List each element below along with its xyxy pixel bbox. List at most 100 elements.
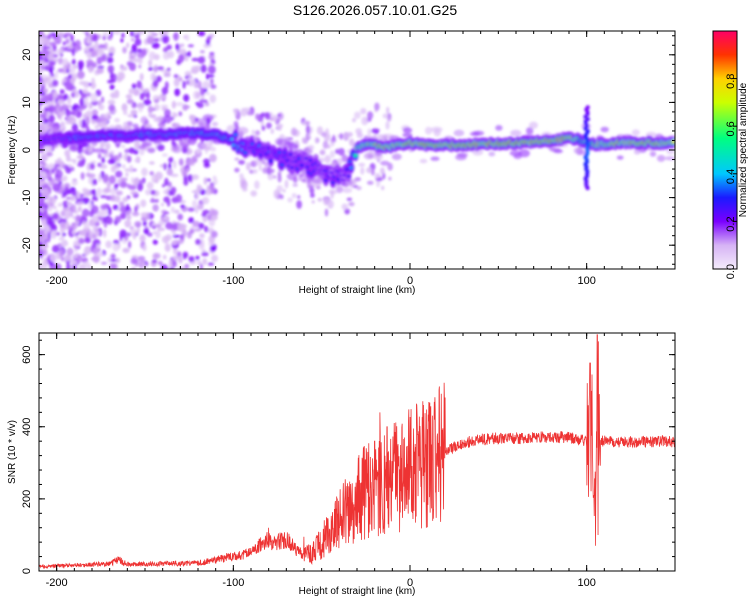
noise-cell: [336, 185, 344, 194]
noise-cell: [92, 215, 99, 223]
noise-cell: [137, 182, 144, 192]
noise-cell: [78, 237, 85, 244]
noise-cell: [97, 153, 102, 159]
noise-cell: [55, 102, 60, 108]
noise-cell: [157, 122, 166, 128]
noise-cell: [39, 163, 44, 168]
noise-cell: [162, 115, 173, 124]
noise-cell: [86, 59, 94, 65]
noise-cell: [311, 178, 324, 184]
noise-cell: [174, 88, 181, 97]
noise-cell: [72, 58, 76, 65]
noise-cell: [70, 259, 78, 266]
noise-cell: [234, 110, 238, 116]
noise-cell: [108, 79, 116, 83]
noise-cell: [82, 187, 88, 193]
noise-cell: [174, 209, 180, 214]
noise-cell: [277, 171, 282, 177]
noise-cell: [92, 33, 99, 42]
noise-cell: [130, 109, 138, 116]
noise-cell: [147, 232, 153, 237]
noise-cell: [276, 123, 284, 128]
noise-cell: [173, 74, 179, 79]
noise-cell: [46, 217, 53, 226]
noise-cell: [205, 38, 211, 46]
noise-cell: [52, 244, 60, 253]
noise-cell: [118, 152, 122, 158]
noise-cell: [83, 222, 90, 230]
noise-cell: [187, 44, 194, 48]
noise-cell: [330, 161, 337, 168]
noise-cell: [287, 197, 293, 203]
noise-cell: [138, 57, 143, 65]
noise-cell: [67, 44, 72, 49]
noise-cell: [80, 215, 84, 221]
noise-cell: [63, 93, 69, 100]
noise-cell: [371, 169, 375, 176]
noise-cell: [112, 204, 119, 211]
noise-cell: [60, 210, 66, 217]
noise-cell: [90, 205, 99, 215]
spectrogram-x-ticks: -200 -100 0 100: [46, 31, 676, 287]
noise-cell: [196, 184, 202, 193]
noise-cell: [167, 50, 175, 59]
noise-cell: [91, 62, 97, 68]
noise-cell: [178, 111, 183, 117]
noise-cell: [319, 150, 326, 155]
noise-cell: [210, 146, 217, 152]
noise-cell: [164, 109, 171, 118]
noise-cell: [162, 47, 168, 53]
noise-cell: [113, 31, 121, 35]
ridge-peak: [304, 156, 309, 160]
noise-cell: [59, 222, 66, 229]
noise-cell: [106, 112, 112, 116]
noise-cell: [317, 197, 323, 202]
noise-cell: [67, 104, 72, 109]
noise-cell: [121, 32, 125, 39]
noise-cell: [323, 197, 330, 206]
noise-cell: [100, 208, 108, 216]
noise-cell: [197, 31, 206, 37]
noise-cell: [171, 100, 177, 109]
noise-cell: [284, 179, 289, 189]
noise-cell: [191, 155, 198, 162]
noise-cell: [328, 189, 338, 195]
noise-cell: [98, 51, 105, 55]
noise-cell: [282, 189, 286, 193]
noise-cell: [49, 163, 55, 169]
noise-cell: [143, 228, 150, 235]
colorbar-tick-label: 0.4: [725, 169, 737, 184]
noise-cell: [211, 254, 219, 263]
noise-cell: [189, 114, 194, 120]
noise-cell: [46, 194, 51, 203]
noise-cell: [116, 76, 123, 83]
noise-cell: [388, 176, 392, 181]
noise-cell: [67, 201, 72, 207]
noise-cell: [199, 233, 205, 239]
noise-cell: [64, 32, 72, 37]
noise-cell: [130, 191, 139, 195]
noise-cell: [181, 145, 188, 154]
noise-cell: [39, 45, 43, 50]
ridge-peak: [233, 133, 238, 137]
noise-cell: [173, 32, 179, 41]
noise-cell: [129, 164, 134, 173]
noise-cell: [48, 114, 55, 123]
snr-y-label: SNR (10 * v/v): [7, 420, 18, 484]
noise-cell: [53, 36, 62, 43]
noise-cell: [291, 193, 297, 199]
noise-cell: [290, 127, 298, 136]
noise-cell: [112, 243, 120, 252]
noise-cell: [188, 256, 195, 262]
noise-cell: [273, 114, 278, 122]
noise-cell: [192, 90, 201, 100]
noise-cell: [346, 197, 353, 201]
noise-cell: [123, 110, 128, 116]
noise-cell: [107, 99, 116, 105]
noise-cell: [91, 77, 95, 85]
noise-cell: [131, 38, 135, 42]
noise-cell: [122, 197, 129, 203]
noise-cell: [166, 67, 171, 71]
chart-title: S126.2026.057.10.01.G25: [293, 2, 457, 18]
